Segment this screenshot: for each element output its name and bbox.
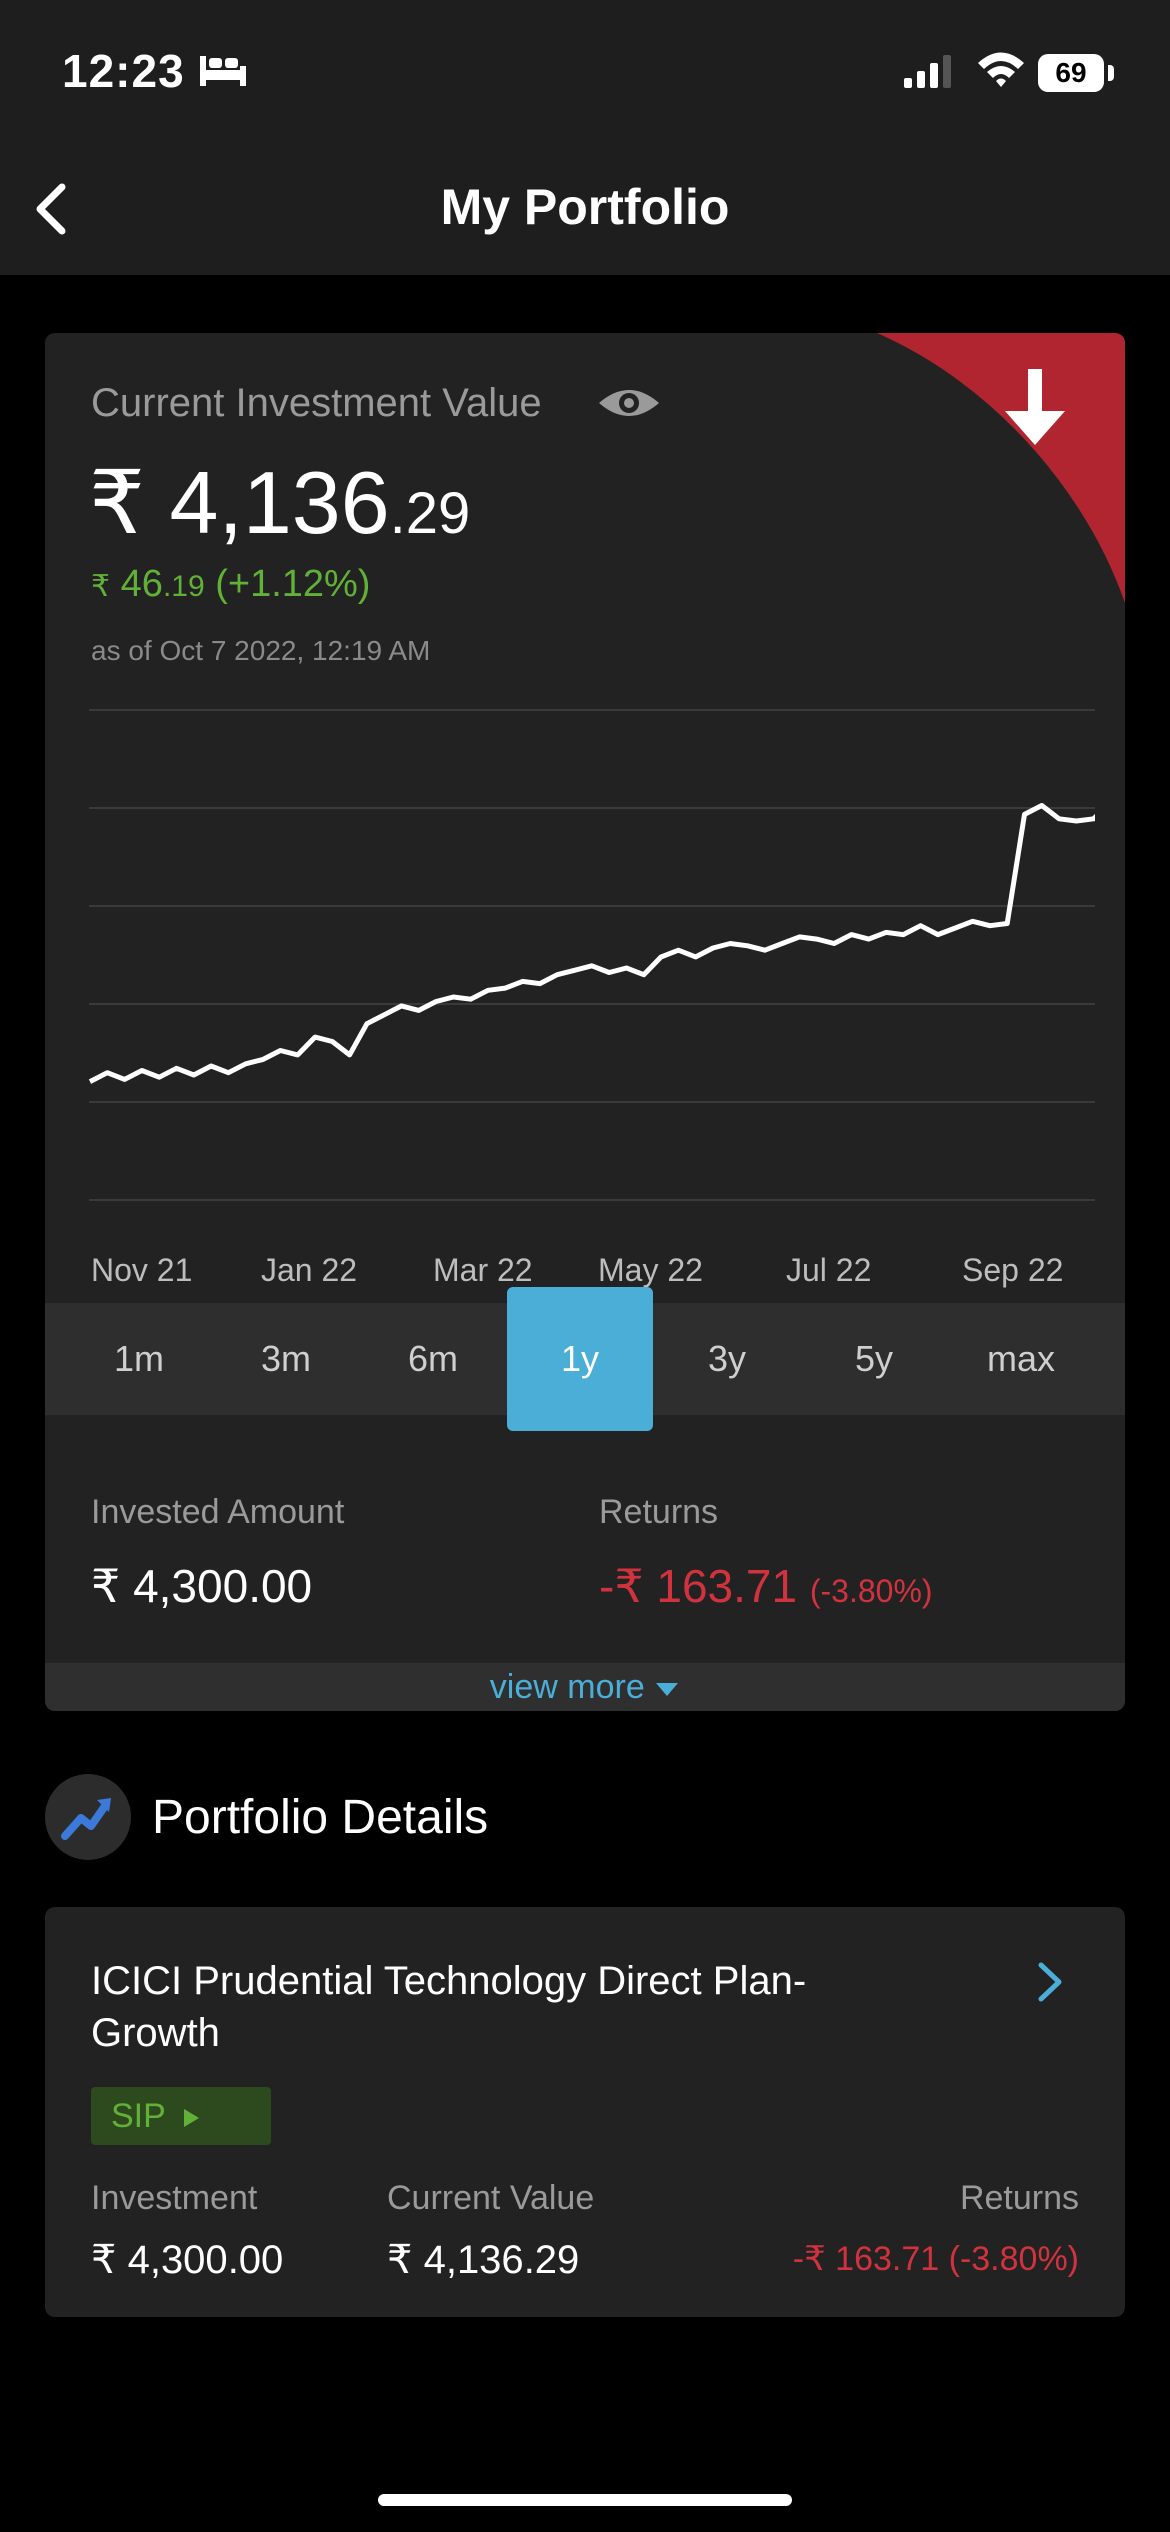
page-title: My Portfolio [440, 179, 730, 235]
portfolio-details-title: Portfolio Details [152, 1791, 489, 1844]
chart-series-line [88, 803, 1095, 1084]
fund-current-currency: ₹ [387, 2238, 413, 2282]
status-bar: 12:23 69 [0, 0, 1170, 145]
status-time: 12:23 [62, 45, 185, 97]
portfolio-line-chart: Nov 21 Jan 22 Mar 22 May 22 Jul 22 Sep 22 [88, 709, 1095, 1288]
current-value-int: 4,136 [169, 453, 390, 552]
fund-current-dec: .29 [523, 2238, 580, 2282]
back-arrow-icon[interactable] [24, 177, 88, 241]
view-more-label: view more [489, 1668, 645, 1706]
fund-investment-int: 4,300 [127, 2238, 228, 2282]
bed-icon [200, 56, 246, 86]
x-tick-label: Jul 22 [786, 1252, 871, 1288]
returns-amount: -₹ 163.71 [599, 1560, 798, 1612]
gain-dec: .19 [162, 570, 205, 603]
current-value: ₹ 4,136.29 [89, 451, 470, 554]
current-value-dec: .29 [389, 481, 471, 546]
period-tab-1m[interactable]: 1m [113, 1338, 164, 1379]
battery-icon: 69 [1038, 54, 1104, 92]
gain-pct: (+1.12%) [215, 563, 371, 605]
currency-symbol: ₹ [89, 453, 145, 552]
fund-returns-pct: (-3.80%) [948, 2240, 1079, 2278]
sip-badge-label: SIP [111, 2097, 166, 2135]
nav-bar: My Portfolio [0, 145, 1170, 275]
as-of-timestamp: as of Oct 7 2022, 12:19 AM [91, 635, 431, 666]
fund-investment-currency: ₹ [91, 2238, 117, 2282]
fund-current-value: ₹ 4,136.29 [387, 2237, 579, 2283]
fund-current-label: Current Value [387, 2179, 595, 2217]
period-tab-max[interactable]: max [986, 1338, 1055, 1379]
fund-investment-value: ₹ 4,300.00 [91, 2237, 283, 2283]
fund-returns-label: Returns [959, 2179, 1079, 2217]
x-tick-label: May 22 [598, 1252, 703, 1288]
period-selector: 1m 3m 6m 1y 3y 5y max [45, 1287, 1125, 1431]
view-more-button[interactable]: view more [45, 1663, 1125, 1711]
trend-down-badge [877, 333, 1125, 603]
cellular-signal-icon [904, 55, 951, 88]
invested-amount-label: Invested Amount [91, 1493, 345, 1531]
fund-returns-dec: .71 [891, 2240, 940, 2278]
current-value-label: Current Investment Value [91, 381, 542, 425]
returns-pct: (-3.80%) [809, 1573, 933, 1609]
period-tab-1y[interactable]: 1y [507, 1287, 653, 1431]
eye-icon[interactable] [597, 385, 661, 421]
gain-int: 46 [120, 563, 163, 605]
period-tab-3y[interactable]: 3y [707, 1338, 747, 1379]
fund-investment-dec: .00 [227, 2238, 284, 2282]
invested-dec: .00 [248, 1560, 313, 1612]
chevron-right-icon[interactable] [1035, 1959, 1065, 2005]
play-icon [183, 2109, 199, 2128]
sip-badge: SIP [91, 2087, 271, 2145]
fund-returns-int: -₹ 163 [792, 2240, 892, 2278]
home-indicator [378, 2494, 792, 2506]
fund-current-int: 4,136 [423, 2238, 524, 2282]
returns-label: Returns [599, 1493, 719, 1531]
period-tab-6m[interactable]: 6m [407, 1338, 458, 1379]
caret-down-icon [656, 1683, 679, 1697]
investment-summary-card: Current Investment Value ₹ 4,136.29 ₹ 46… [45, 333, 1125, 1711]
battery-tip [1108, 65, 1114, 81]
down-arrow-icon [1005, 369, 1065, 445]
invested-currency: ₹ [91, 1560, 121, 1612]
fund-investment-label: Investment [91, 2179, 258, 2217]
portfolio-details-icon [45, 1774, 131, 1860]
x-tick-label: Sep 22 [962, 1252, 1063, 1288]
period-tab-3m[interactable]: 3m [260, 1338, 311, 1379]
fund-name: ICICI Prudential Technology Direct Plan-… [91, 1959, 807, 2055]
invested-amount-value: ₹ 4,300.00 [91, 1559, 312, 1613]
fund-returns-value: -₹ 163.71 (-3.80%) [793, 2239, 1079, 2279]
x-tick-label: Jan 22 [261, 1252, 357, 1288]
invested-int: 4,300 [133, 1560, 249, 1612]
x-tick-label: Nov 21 [91, 1252, 192, 1288]
x-tick-label: Mar 22 [433, 1252, 533, 1288]
returns-value: -₹ 163.71 (-3.80%) [599, 1559, 933, 1613]
day-change: ₹ 46.19 (+1.12%) [91, 563, 370, 606]
period-tab-5y[interactable]: 5y [854, 1338, 894, 1379]
wifi-icon [978, 52, 1024, 87]
fund-card[interactable]: ICICI Prudential Technology Direct Plan-… [45, 1907, 1125, 2317]
gain-currency: ₹ [91, 570, 111, 603]
